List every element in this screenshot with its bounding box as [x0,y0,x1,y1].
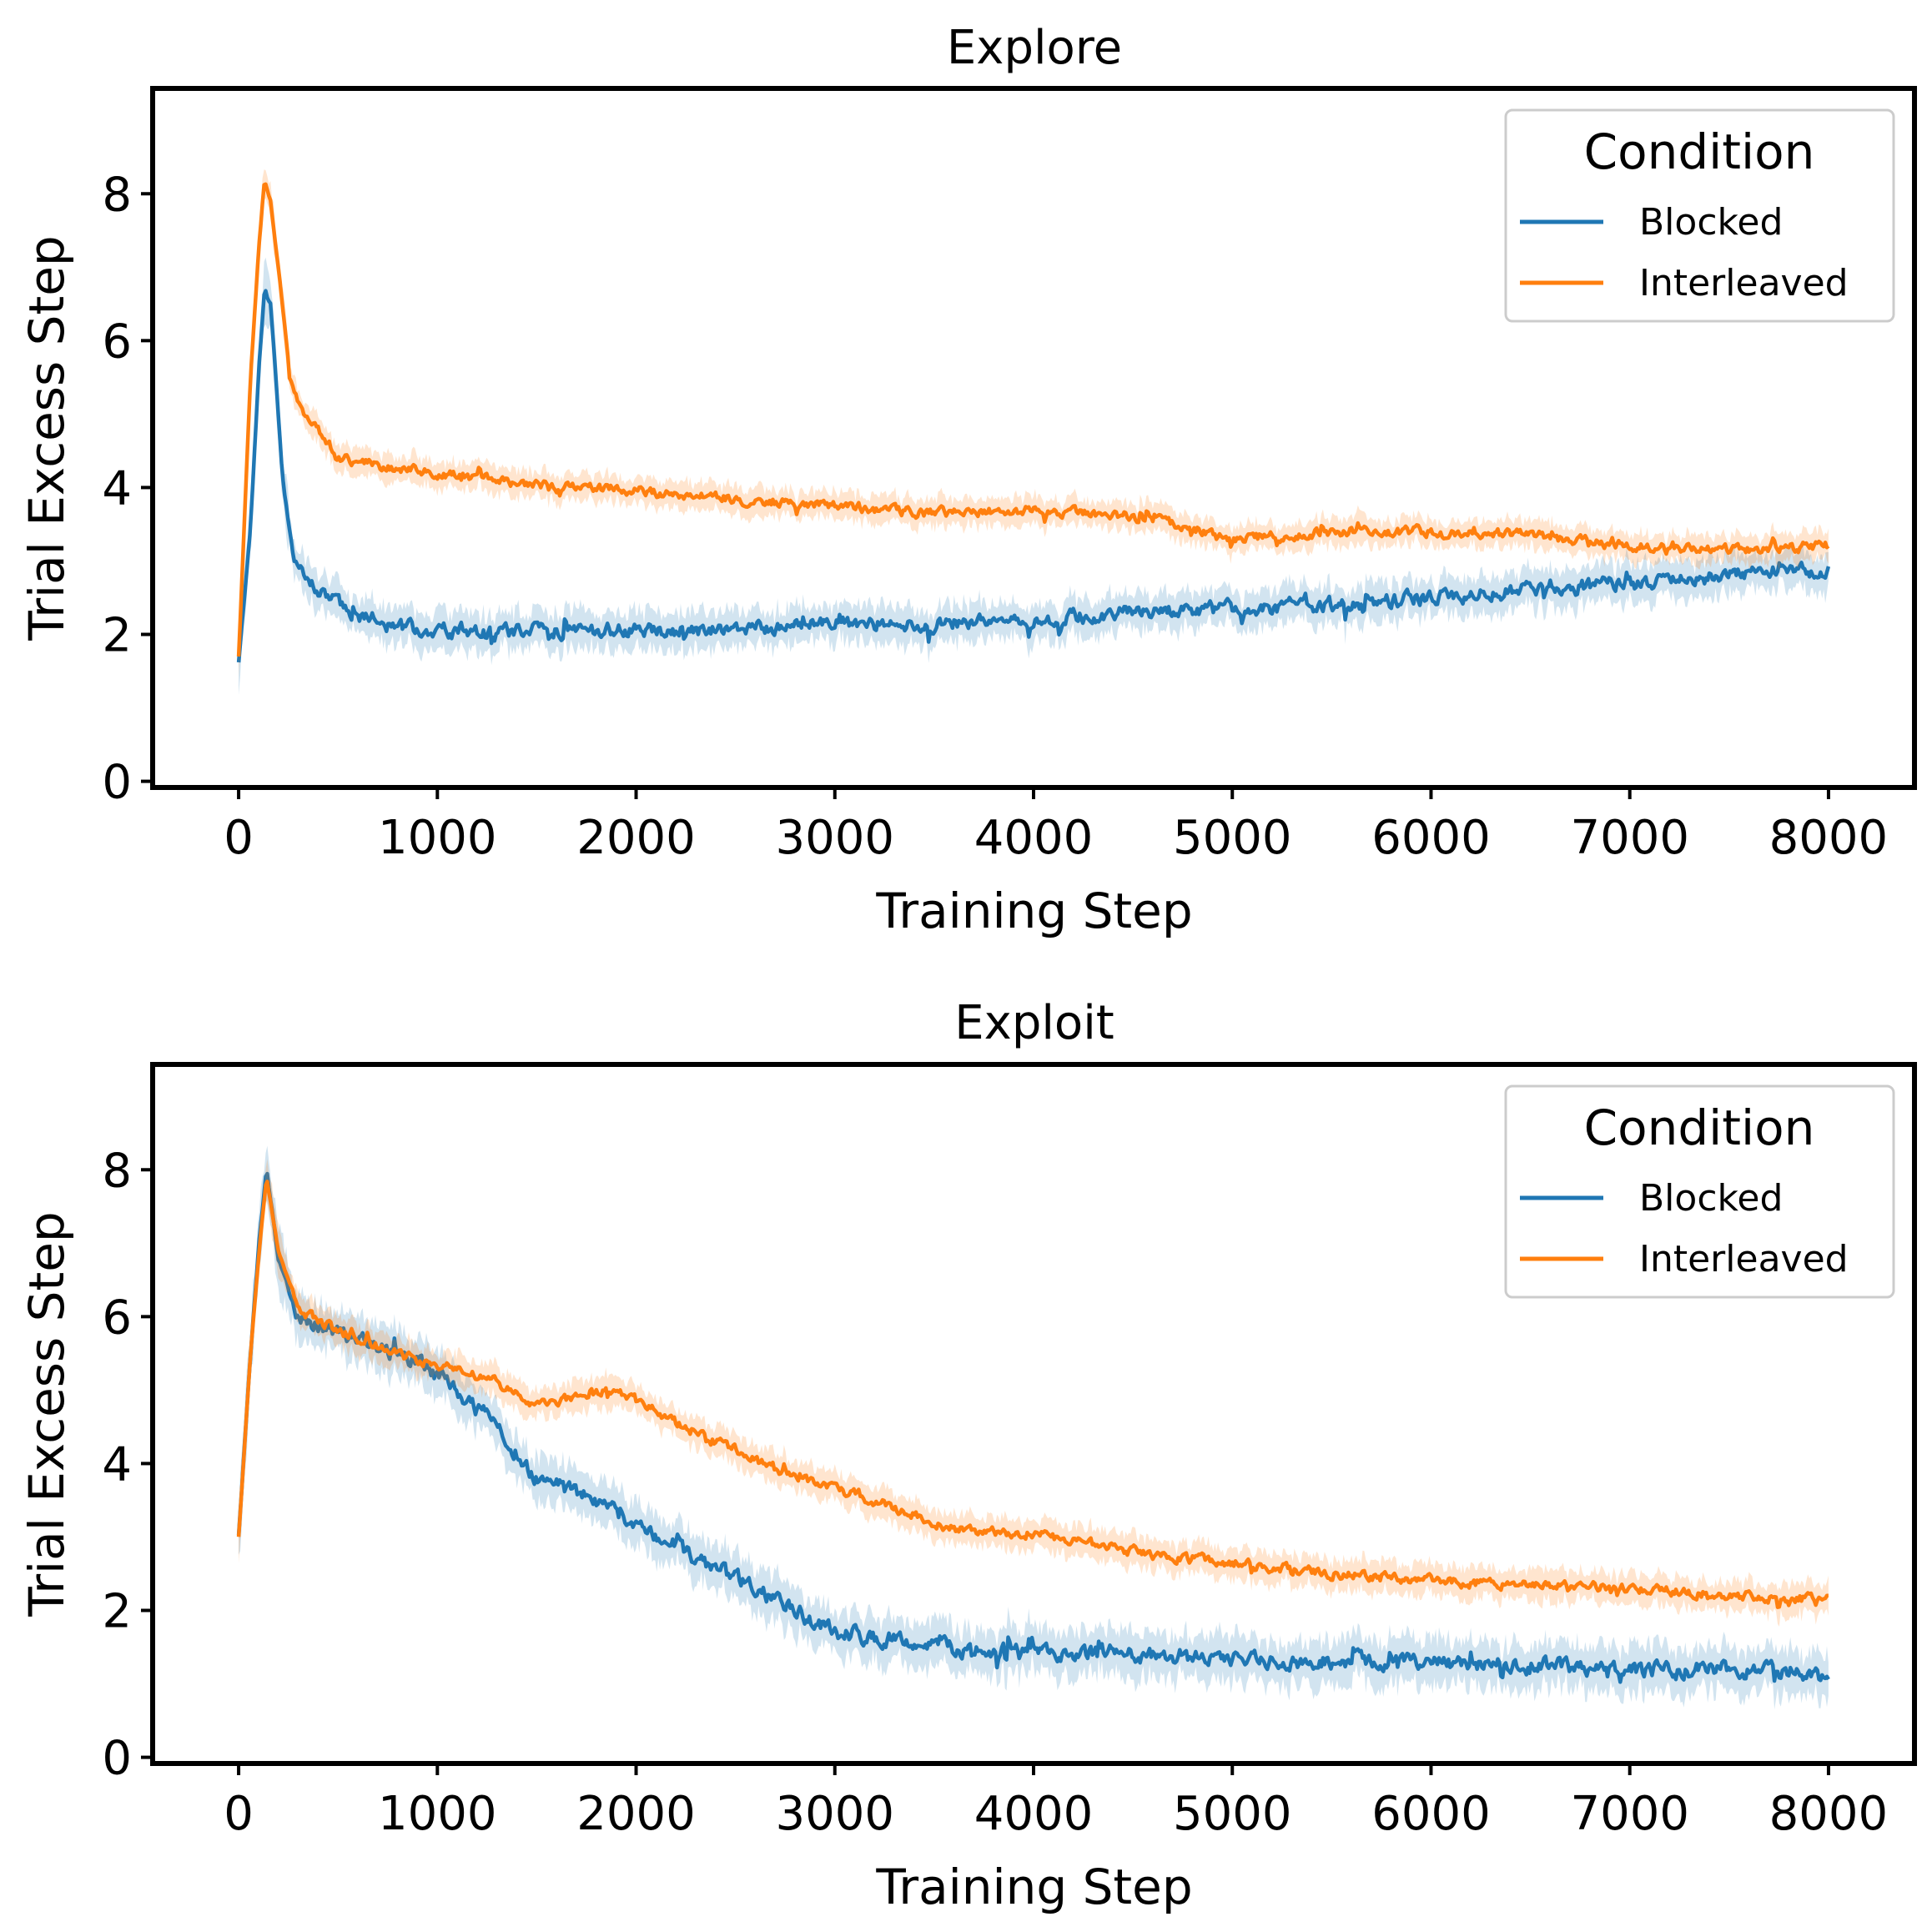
y-tick-label: 0 [102,756,132,810]
series-line-blocked [236,1171,1830,1684]
x-tick-label: 6000 [1371,1787,1491,1841]
legend-label-blocked: Blocked [1639,1177,1783,1220]
x-axis-label: Training Step [875,883,1192,939]
x-tick-label: 5000 [1173,1787,1292,1841]
x-tick-label: 6000 [1371,811,1491,865]
plot-area [236,1145,1830,1710]
y-tick-label: 8 [102,168,132,222]
y-axis-ticks: 0 2 4 6 8 [102,1144,153,1786]
chart-title: Exploit [954,996,1114,1050]
y-tick-label: 6 [102,314,132,369]
x-axis-ticks: 0 1000 2000 3000 4000 5000 6000 7000 8000 [224,787,1888,865]
x-tick-label: 0 [224,1787,254,1841]
legend-label-interleaved: Interleaved [1639,1238,1849,1280]
x-tick-label: 7000 [1570,811,1689,865]
x-tick-label: 1000 [378,1787,497,1841]
legend: Condition Blocked Interleaved [1504,1084,1895,1299]
legend-box [1504,1084,1895,1299]
y-tick-label: 2 [102,609,132,663]
y-tick-label: 4 [102,1437,132,1492]
y-axis-label: Trial Excess Step [18,1211,75,1617]
chart-exploit: Exploit 0 2 4 6 8 0 1000 2000 3000 4000 5000 6000 7… [18,996,1917,1915]
x-tick-label: 3000 [776,811,895,865]
legend-title: Condition [1584,123,1815,180]
x-tick-label: 2000 [576,1787,696,1841]
legend-label-interleaved: Interleaved [1639,262,1849,304]
legend-title: Condition [1584,1099,1815,1156]
chart-title: Explore [947,21,1122,75]
ci-band-blocked [239,257,1829,696]
series-line-blocked [236,289,1831,663]
series-line-interleaved [236,1180,1829,1609]
x-tick-label: 8000 [1769,1787,1889,1841]
chart-explore: Explore 0 2 4 6 8 0 1000 2000 3000 4000 5000 6000 7… [18,21,1917,939]
y-axis-label: Trial Excess Step [18,235,75,641]
x-tick-label: 4000 [974,1787,1094,1841]
x-tick-label: 2000 [576,811,696,865]
x-tick-label: 8000 [1769,811,1889,865]
y-tick-label: 6 [102,1291,132,1345]
x-tick-label: 7000 [1570,1787,1689,1841]
x-tick-label: 1000 [378,811,497,865]
x-tick-label: 3000 [776,1787,895,1841]
y-tick-label: 4 [102,461,132,516]
legend-box [1504,108,1895,323]
legend-label-blocked: Blocked [1639,201,1783,244]
legend: Condition Blocked Interleaved [1504,108,1895,323]
x-tick-label: 4000 [974,811,1094,865]
x-tick-label: 5000 [1173,811,1292,865]
x-axis-label: Training Step [875,1859,1192,1915]
y-tick-label: 8 [102,1144,132,1198]
series-line-interleaved [236,182,1830,657]
x-axis-ticks: 0 1000 2000 3000 4000 5000 6000 7000 8000 [224,1763,1888,1841]
plot-area [236,169,1831,696]
y-tick-label: 2 [102,1585,132,1639]
x-tick-label: 0 [224,811,254,865]
y-tick-label: 0 [102,1732,132,1786]
y-axis-ticks: 0 2 4 6 8 [102,168,153,810]
